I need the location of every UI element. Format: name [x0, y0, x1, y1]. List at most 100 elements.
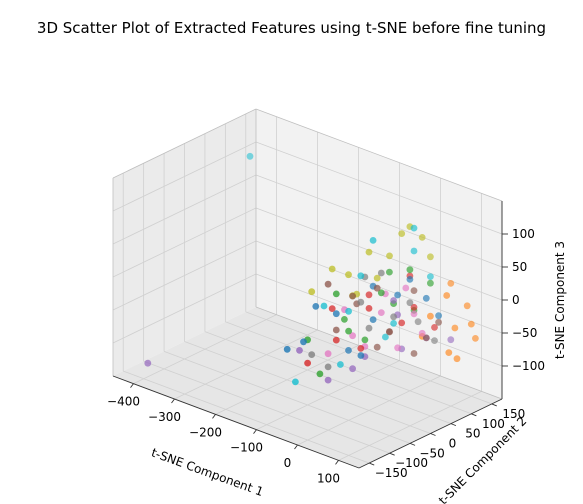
data-point-series-2 — [463, 302, 471, 310]
data-point-series-8 — [390, 313, 397, 321]
z-tick-label: 50 — [512, 260, 527, 274]
data-point-series-3 — [427, 279, 434, 287]
data-point-series-8 — [431, 337, 438, 344]
pane-edge — [112, 108, 257, 179]
data-point-series-4 — [398, 319, 406, 327]
data-point-series-5 — [447, 336, 455, 344]
grid-line-z-left — [112, 273, 257, 344]
data-point-series-9 — [365, 248, 373, 256]
grid-line-z-back — [255, 174, 503, 268]
data-point-series-8 — [406, 299, 414, 307]
pane-edge — [255, 108, 503, 202]
axes-grid — [112, 113, 503, 464]
x-tick-mark — [335, 460, 339, 465]
data-point-series-3 — [316, 370, 324, 378]
data-point-series-5 — [324, 376, 332, 384]
data-point-series-6 — [349, 292, 356, 300]
grid-line-y-floor — [225, 321, 472, 415]
data-point-series-10 — [410, 247, 418, 255]
grid-line-z-back — [255, 273, 503, 367]
data-point-series-9 — [328, 265, 336, 273]
data-point-series-6 — [373, 284, 381, 292]
z-tick-label: 100 — [512, 227, 535, 241]
y-tick-mark — [450, 423, 457, 427]
data-point-series-1 — [357, 352, 365, 359]
data-point-series-8 — [324, 363, 332, 371]
y-tick-label: −50 — [419, 446, 444, 460]
data-points — [144, 152, 479, 386]
data-point-series-8 — [377, 269, 385, 277]
data-point-series-5 — [390, 297, 397, 304]
data-point-series-10 — [382, 333, 389, 341]
grid-line-z-left — [112, 141, 257, 212]
data-point-series-10 — [427, 273, 434, 280]
data-point-series-1 — [283, 345, 291, 353]
data-point-series-3 — [332, 290, 340, 298]
data-point-series-6 — [410, 287, 418, 294]
y-tick-label: 150 — [502, 407, 525, 421]
y-tick-label: 50 — [465, 427, 480, 441]
x-tick-label: −200 — [189, 425, 222, 439]
x-tick-label: 100 — [317, 471, 340, 485]
x-tick-mark — [294, 444, 298, 450]
data-point-series-2 — [451, 324, 459, 332]
data-point-series-8 — [357, 298, 365, 306]
data-point-series-3 — [377, 289, 385, 297]
data-point-series-7 — [377, 309, 385, 316]
data-point-series-2 — [427, 312, 434, 320]
data-point-series-9 — [418, 234, 426, 241]
data-point-series-7 — [410, 310, 418, 318]
x-tick-label: −100 — [230, 441, 263, 455]
data-point-series-3 — [345, 327, 352, 335]
data-point-series-3 — [386, 268, 393, 276]
data-point-series-9 — [308, 288, 316, 296]
data-point-series-6 — [324, 280, 332, 288]
data-point-series-10 — [390, 320, 397, 327]
y-tick-mark — [369, 462, 375, 466]
y-tick-mark — [491, 403, 497, 407]
y-tick-mark — [430, 433, 436, 436]
data-point-series-4 — [365, 305, 373, 312]
z-tick-label: −100 — [512, 359, 545, 373]
grid-line-y-floor — [184, 341, 431, 434]
data-point-series-1 — [406, 276, 414, 283]
data-point-series-8 — [414, 318, 422, 326]
grid-line-z-back — [255, 207, 503, 301]
data-point-series-10 — [410, 224, 418, 232]
data-point-series-6 — [373, 343, 381, 351]
x-tick-label: −400 — [107, 395, 140, 409]
data-point-series-10 — [337, 361, 344, 368]
y-tick-mark — [409, 442, 416, 446]
data-point-series-2 — [472, 335, 479, 342]
data-point-series-4 — [365, 291, 373, 299]
z-tick-label: −50 — [512, 326, 537, 340]
data-point-series-3 — [406, 266, 414, 274]
data-point-series-1 — [300, 338, 307, 346]
data-point-series-1 — [422, 294, 430, 302]
data-point-series-4 — [304, 359, 311, 367]
data-point-series-10 — [369, 237, 377, 244]
data-point-series-3 — [341, 316, 348, 323]
data-point-series-10 — [357, 272, 365, 280]
data-point-series-9 — [345, 271, 352, 279]
data-point-series-6 — [435, 318, 442, 326]
data-point-series-7 — [394, 344, 401, 352]
data-point-series-8 — [308, 351, 316, 358]
grid-line-z-left — [112, 207, 257, 278]
x-tick-mark — [253, 429, 257, 434]
x-tick-mark — [171, 398, 175, 404]
z-axis-label: t-SNE Component 3 — [553, 241, 567, 359]
data-point-series-4 — [431, 324, 438, 331]
data-point-series-1 — [312, 303, 320, 310]
y-tick-mark — [389, 452, 395, 456]
data-point-series-7 — [418, 329, 426, 337]
z-tick-label: 0 — [512, 293, 520, 307]
y-tick-label: 100 — [482, 417, 505, 431]
data-point-series-1 — [332, 310, 340, 318]
data-point-series-6 — [410, 350, 418, 357]
grid-line-y-floor — [245, 311, 492, 405]
data-point-series-10 — [345, 307, 352, 315]
data-point-series-9 — [427, 253, 434, 261]
x-tick-label: 0 — [284, 456, 292, 470]
